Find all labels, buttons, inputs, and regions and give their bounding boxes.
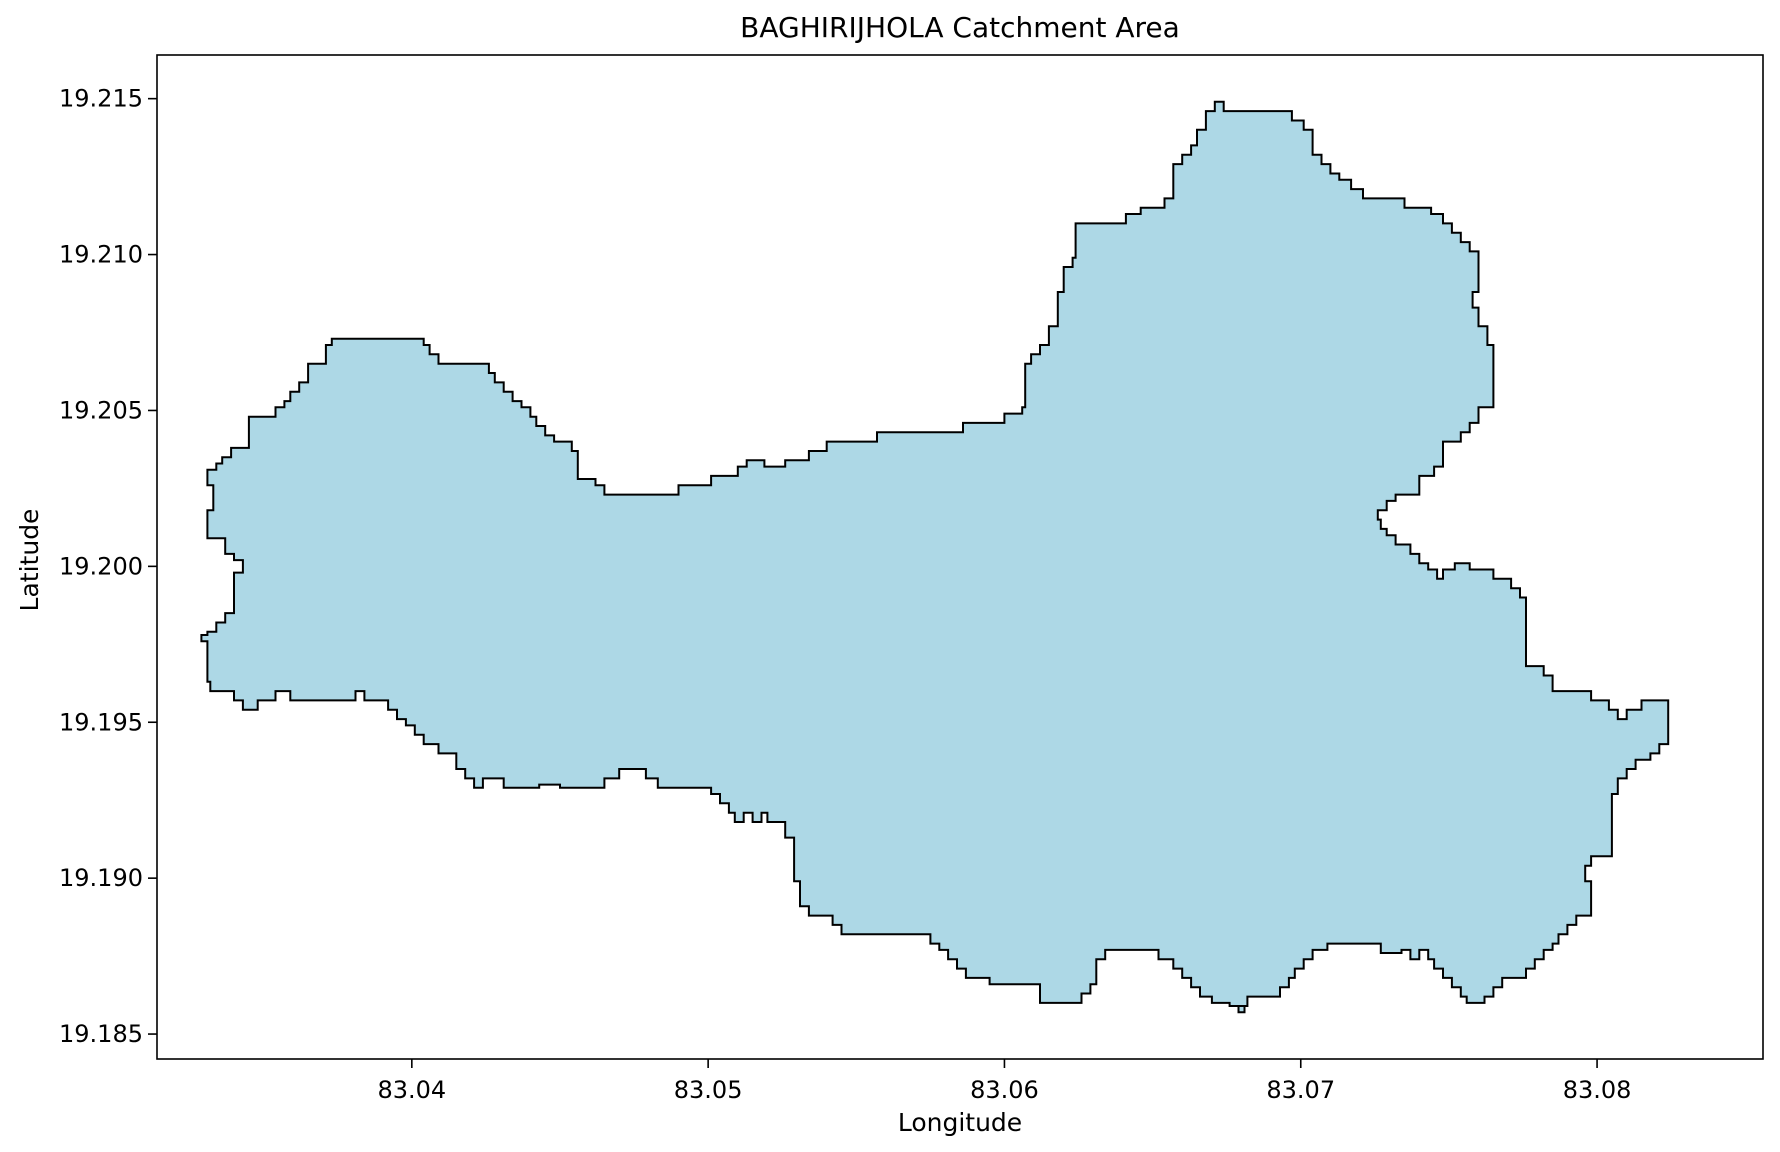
- chart-title: BAGHIRIJHOLA Catchment Area: [740, 11, 1180, 44]
- axes-frame: [156, 54, 1764, 1060]
- catchment-polygon: [200, 100, 1670, 1014]
- x-tick-label: 83.07: [1266, 1076, 1335, 1104]
- x-tick-label: 83.08: [1563, 1076, 1632, 1104]
- x-tick-label: 83.04: [377, 1076, 446, 1104]
- x-axis: 83.04 83.05 83.06 83.07 83.08: [377, 1059, 1631, 1104]
- plot-area: [200, 100, 1670, 1014]
- y-axis-label: Latitude: [15, 509, 44, 612]
- y-tick-label: 19.200: [59, 552, 143, 580]
- y-tick-label: 19.210: [59, 241, 143, 269]
- x-tick-label: 83.06: [970, 1076, 1039, 1104]
- y-tick-label: 19.185: [59, 1020, 143, 1048]
- y-tick-label: 19.195: [59, 708, 143, 736]
- x-axis-label: Longitude: [898, 1108, 1022, 1137]
- y-axis: 19.185 19.190 19.195 19.200 19.205 19.210 19.2…: [59, 85, 157, 1048]
- x-tick-label: 83.05: [674, 1076, 743, 1104]
- y-tick-label: 19.205: [59, 396, 143, 424]
- y-tick-label: 19.190: [59, 864, 143, 892]
- y-tick-label: 19.215: [59, 85, 143, 113]
